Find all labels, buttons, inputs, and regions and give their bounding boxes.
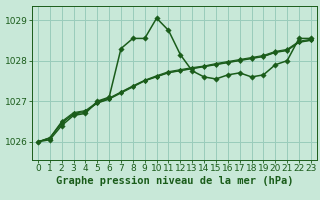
X-axis label: Graphe pression niveau de la mer (hPa): Graphe pression niveau de la mer (hPa)	[56, 176, 293, 186]
